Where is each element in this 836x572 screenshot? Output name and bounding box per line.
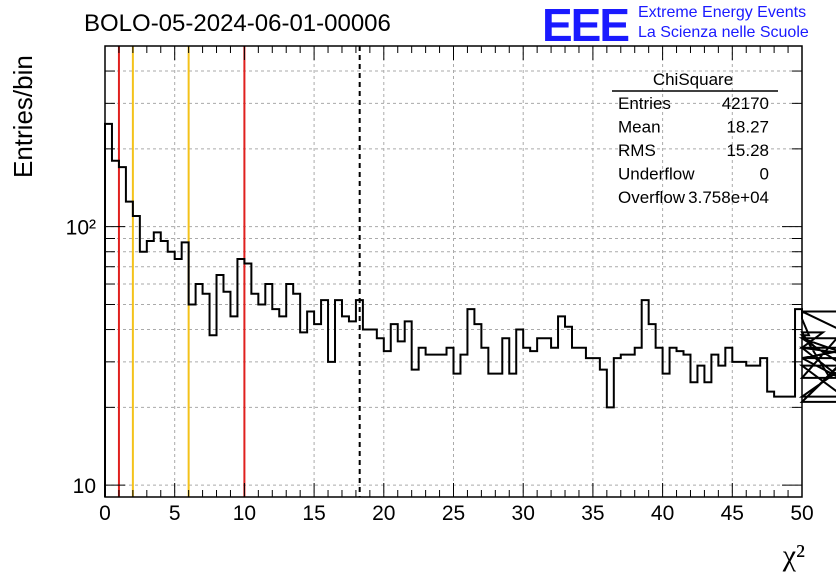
grid — [105, 46, 802, 497]
stats-name: ChiSquare — [653, 70, 733, 89]
x-tick-label: 0 — [99, 502, 111, 525]
x-axis-label: χ² — [782, 539, 805, 572]
stats-value: 0 — [760, 165, 769, 184]
stats-value: 3.758e+04 — [688, 188, 769, 207]
y-axis-tick-labels: 10 10² — [66, 217, 96, 498]
stats-box: ChiSquare Entries 42170 Mean 18.27 RMS 15.28 U… — [612, 70, 778, 207]
x-tick-label: 10 — [233, 502, 256, 525]
logo-line-1: Extreme Energy Events — [638, 4, 807, 21]
stats-label: Underflow — [618, 165, 695, 184]
reference-lines — [117, 46, 361, 497]
x-tick-label: 45 — [721, 502, 744, 525]
x-tick-label: 50 — [790, 502, 813, 525]
stats-label: Mean — [618, 118, 661, 137]
y-tick-label: 10² — [66, 217, 96, 240]
histogram-series — [104, 122, 836, 497]
axis-ticks — [104, 45, 803, 498]
stats-label: Overflow — [618, 188, 686, 207]
logo-letters: EEE — [542, 0, 630, 51]
stats-label: Entries — [618, 94, 671, 113]
x-axis-tick-labels: 0 5 10 15 20 25 30 35 40 45 50 — [99, 502, 814, 525]
x-tick-label: 5 — [169, 502, 181, 525]
page-title: BOLO-05-2024-06-01-00006 — [84, 10, 391, 37]
x-tick-label: 25 — [442, 502, 465, 525]
y-axis-label: Entries/bin — [8, 55, 38, 178]
stats-label: RMS — [618, 141, 656, 160]
y-tick-label: 10 — [73, 475, 96, 498]
x-tick-label: 30 — [512, 502, 535, 525]
stats-value: 15.28 — [726, 141, 769, 160]
x-tick-label: 20 — [372, 502, 395, 525]
stats-value: 42170 — [722, 94, 769, 113]
x-tick-label: 40 — [651, 502, 674, 525]
x-tick-label: 15 — [302, 502, 325, 525]
x-tick-label: 35 — [581, 502, 604, 525]
stats-value: 18.27 — [726, 118, 769, 137]
logo-line-2: La Scienza nelle Scuole — [638, 24, 809, 41]
stats-rows: Entries 42170 Mean 18.27 RMS 15.28 Underflow 0 O… — [618, 94, 769, 207]
